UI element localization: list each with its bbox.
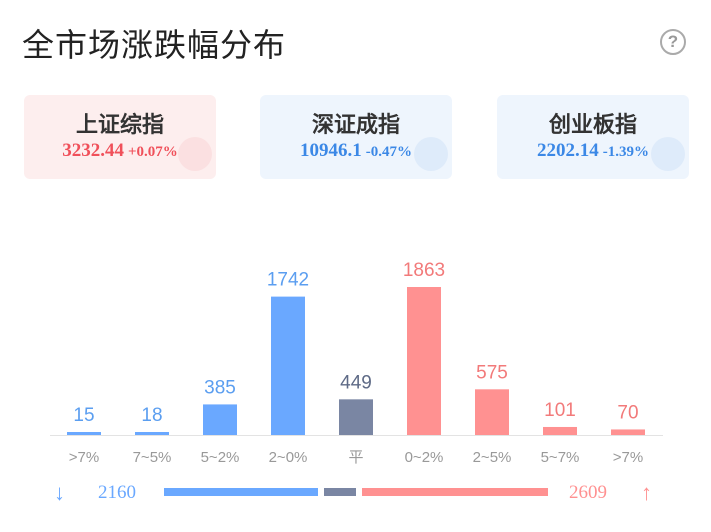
index-change: -1.39% <box>602 144 649 160</box>
down-proportion-bar <box>164 488 318 496</box>
bar[interactable] <box>543 426 577 435</box>
bar[interactable] <box>135 432 169 435</box>
up-proportion-bar <box>362 488 548 496</box>
arrow-down-icon: ↓ <box>54 480 65 505</box>
tick-label: 5~7% <box>541 449 580 466</box>
data-label: 18 <box>141 405 162 426</box>
bar[interactable] <box>203 404 237 435</box>
tick-label: 平 <box>348 449 363 466</box>
index-name: 深证成指 <box>311 112 400 137</box>
tick-label: >7% <box>69 449 99 466</box>
index-card-sz[interactable]: 深证成指 10946.1 -0.47% <box>260 95 452 179</box>
index-price: 3232.44 <box>62 140 124 161</box>
down-total: 2160 <box>98 482 136 503</box>
index-price: 2202.14 <box>537 140 599 161</box>
bar[interactable] <box>407 287 441 435</box>
index-name: 上证综指 <box>75 112 164 137</box>
data-label: 70 <box>617 402 638 423</box>
data-label: 101 <box>544 400 576 421</box>
trend-decoration-icon <box>414 137 448 171</box>
index-change: +0.07% <box>127 144 178 160</box>
page-title: 全市场涨跌幅分布 <box>22 27 287 63</box>
bar[interactable] <box>67 432 101 435</box>
bar[interactable] <box>339 399 373 435</box>
index-card-sh[interactable]: 上证综指 3232.44 +0.07% <box>24 95 216 179</box>
bar[interactable] <box>271 296 305 435</box>
flat-proportion-bar <box>323 488 356 496</box>
data-label: 15 <box>73 405 94 426</box>
trend-decoration-icon <box>651 137 685 171</box>
data-label: 449 <box>340 372 372 393</box>
arrow-up-icon: ↑ <box>641 480 652 505</box>
tick-label: 5~2% <box>201 449 240 466</box>
tick-label: 0~2% <box>405 449 444 466</box>
data-label: 385 <box>204 377 236 398</box>
bar[interactable] <box>475 389 509 435</box>
help-icon[interactable]: ? <box>660 29 686 55</box>
bar[interactable] <box>611 429 645 435</box>
index-card-cyb[interactable]: 创业板指 2202.14 -1.39% <box>497 95 689 179</box>
tick-label: 7~5% <box>133 449 172 466</box>
up-total: 2609 <box>569 482 607 503</box>
tick-label: 2~0% <box>269 449 308 466</box>
trend-decoration-icon <box>178 137 212 171</box>
index-name: 创业板指 <box>548 112 637 137</box>
index-change: -0.47% <box>365 144 412 160</box>
tick-label: 2~5% <box>473 449 512 466</box>
tick-label: >7% <box>613 449 643 466</box>
index-price: 10946.1 <box>300 140 362 161</box>
data-label: 575 <box>476 362 508 383</box>
data-label: 1742 <box>267 270 309 291</box>
data-label: 1863 <box>403 260 445 281</box>
